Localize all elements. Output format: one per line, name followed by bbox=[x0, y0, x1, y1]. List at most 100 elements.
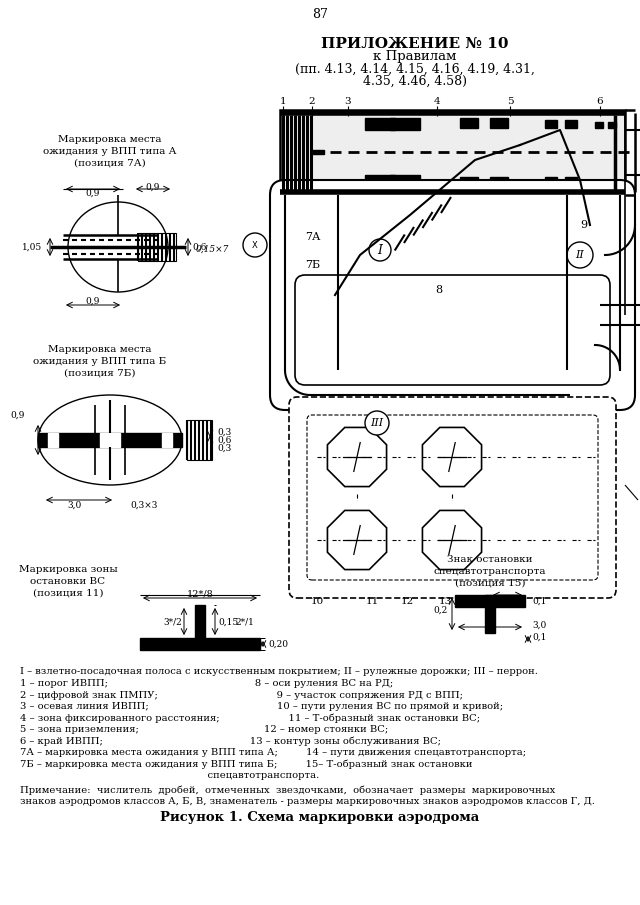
Text: 0,6: 0,6 bbox=[217, 435, 232, 444]
Bar bbox=[138, 233, 176, 261]
Text: X: X bbox=[252, 241, 258, 250]
FancyBboxPatch shape bbox=[295, 275, 610, 385]
Text: 12*/8: 12*/8 bbox=[187, 589, 213, 598]
Bar bbox=[162, 433, 172, 447]
Text: 10: 10 bbox=[310, 597, 324, 606]
Text: 0,20: 0,20 bbox=[268, 640, 288, 649]
Bar bbox=[38, 433, 182, 447]
Text: 0,3×3: 0,3×3 bbox=[130, 500, 157, 510]
Text: I: I bbox=[378, 243, 383, 256]
Bar bbox=[485, 595, 495, 633]
Text: Рисунок 1. Схема маркировки аэродрома: Рисунок 1. Схема маркировки аэродрома bbox=[161, 811, 479, 824]
Bar bbox=[390, 118, 420, 130]
FancyBboxPatch shape bbox=[307, 415, 598, 580]
Text: 9: 9 bbox=[580, 220, 587, 230]
Bar bbox=[565, 120, 577, 128]
Bar bbox=[455, 595, 525, 607]
Text: остановки ВС: остановки ВС bbox=[31, 577, 106, 586]
Text: (позиция 7А): (позиция 7А) bbox=[74, 158, 146, 167]
Text: 2*/1: 2*/1 bbox=[235, 617, 254, 626]
Bar bbox=[365, 175, 395, 187]
Polygon shape bbox=[422, 427, 481, 487]
Bar bbox=[312, 150, 324, 155]
Text: 4: 4 bbox=[434, 98, 440, 107]
Text: 1 – порог ИВПП;                                               8 – оси руления ВС: 1 – порог ИВПП; 8 – оси руления ВС bbox=[20, 679, 393, 688]
Text: 0,6: 0,6 bbox=[192, 243, 206, 252]
Text: 87: 87 bbox=[312, 8, 328, 22]
Bar bbox=[460, 118, 478, 128]
Text: 0,1: 0,1 bbox=[532, 633, 547, 642]
Bar bbox=[545, 177, 557, 185]
Text: Примечание:  числитель  дробей,  отмеченных  звездочками,  обозначает  размеры  : Примечание: числитель дробей, отмеченных… bbox=[20, 786, 556, 795]
Circle shape bbox=[365, 411, 389, 435]
Ellipse shape bbox=[38, 395, 182, 485]
Text: (позиция 11): (позиция 11) bbox=[33, 588, 103, 597]
Text: I – взлетно-посадочная полоса с искусственным покрытием; II – рулежные дорожки; : I – взлетно-посадочная полоса с искусств… bbox=[20, 668, 538, 677]
Text: 2 – цифровой знак ПМПУ;                                      9 – участок сопряже: 2 – цифровой знак ПМПУ; 9 – участок сопр… bbox=[20, 691, 463, 700]
Text: 12: 12 bbox=[401, 597, 413, 606]
Text: 7А – маркировка места ожидания у ВПП типа А;         14 – пути движения спецавто: 7А – маркировка места ожидания у ВПП тип… bbox=[20, 748, 526, 757]
Text: 5 – зона приземления;                                        12 – номер стоянки : 5 – зона приземления; 12 – номер стоянки bbox=[20, 725, 388, 734]
Bar bbox=[100, 433, 120, 447]
Circle shape bbox=[369, 239, 391, 261]
Text: III: III bbox=[371, 418, 383, 428]
Text: 0,9: 0,9 bbox=[11, 411, 25, 420]
Text: (позиция 15): (позиция 15) bbox=[455, 578, 525, 587]
Bar bbox=[280, 110, 625, 195]
FancyBboxPatch shape bbox=[270, 180, 635, 410]
Text: 6: 6 bbox=[596, 98, 604, 107]
Text: Маркировка места: Маркировка места bbox=[58, 136, 162, 145]
Bar bbox=[365, 118, 395, 130]
Text: 0,15×7: 0,15×7 bbox=[196, 244, 229, 253]
Bar bbox=[490, 177, 508, 187]
Text: 1,05: 1,05 bbox=[22, 243, 42, 252]
Bar bbox=[608, 122, 616, 128]
Text: Маркировка зоны: Маркировка зоны bbox=[19, 566, 117, 575]
Text: Знак остановки: Знак остановки bbox=[447, 556, 532, 565]
Text: (позиция 7Б): (позиция 7Б) bbox=[64, 368, 136, 377]
Text: 7Б – маркировка места ожидания у ВПП типа Б;         15– Т-образный знак останов: 7Б – маркировка места ожидания у ВПП тип… bbox=[20, 759, 472, 768]
Bar bbox=[390, 175, 420, 187]
Text: 8: 8 bbox=[435, 285, 442, 295]
Bar bbox=[140, 638, 260, 650]
Text: 3: 3 bbox=[345, 98, 351, 107]
Text: 0,9: 0,9 bbox=[146, 183, 160, 192]
Text: 0,9: 0,9 bbox=[86, 188, 100, 197]
Text: 2: 2 bbox=[308, 98, 316, 107]
Text: 13: 13 bbox=[438, 597, 452, 606]
Text: ожидания у ВПП типа Б: ожидания у ВПП типа Б bbox=[33, 357, 166, 367]
Text: спецавтотранспорта.: спецавтотранспорта. bbox=[20, 771, 319, 780]
Text: 0,3: 0,3 bbox=[217, 443, 231, 452]
Text: 7А: 7А bbox=[305, 232, 321, 242]
Text: 14: 14 bbox=[476, 597, 488, 606]
Polygon shape bbox=[328, 510, 387, 569]
Text: 0,1: 0,1 bbox=[532, 596, 547, 605]
Text: 4.35, 4.46, 4.58): 4.35, 4.46, 4.58) bbox=[363, 74, 467, 88]
Circle shape bbox=[243, 233, 267, 257]
Text: 3,0: 3,0 bbox=[67, 500, 81, 510]
Polygon shape bbox=[422, 510, 481, 569]
Text: 0,2: 0,2 bbox=[434, 605, 448, 614]
Text: 1: 1 bbox=[280, 98, 286, 107]
Bar bbox=[195, 605, 205, 638]
Ellipse shape bbox=[68, 202, 168, 292]
Text: 3*/2: 3*/2 bbox=[163, 617, 182, 626]
Bar bbox=[490, 118, 508, 128]
Text: знаков аэродромов классов А, Б, В, знаменатель - размеры маркировочных знаков аэ: знаков аэродромов классов А, Б, В, знаме… bbox=[20, 797, 595, 806]
Text: 7Б: 7Б bbox=[305, 260, 320, 270]
Bar bbox=[48, 433, 58, 447]
Text: ожидания у ВПП типа А: ожидания у ВПП типа А bbox=[44, 148, 177, 157]
Text: к Правилам: к Правилам bbox=[373, 51, 457, 63]
Text: 3,0: 3,0 bbox=[532, 621, 547, 630]
Text: 0,3: 0,3 bbox=[217, 427, 231, 436]
Text: 3 – осевая линия ИВПП;                                         10 – пути руления: 3 – осевая линия ИВПП; 10 – пути руления bbox=[20, 702, 503, 711]
Text: Маркировка места: Маркировка места bbox=[48, 346, 152, 355]
Text: 6 – край ИВПП;                                               13 – контур зоны об: 6 – край ИВПП; 13 – контур зоны об bbox=[20, 737, 441, 746]
Bar bbox=[187, 420, 212, 460]
FancyBboxPatch shape bbox=[289, 397, 616, 598]
Text: (пп. 4.13, 4.14, 4.15, 4.16, 4.19, 4.31,: (пп. 4.13, 4.14, 4.15, 4.16, 4.19, 4.31, bbox=[295, 62, 535, 75]
Text: спецавтотранспорта: спецавтотранспорта bbox=[434, 567, 547, 576]
Circle shape bbox=[567, 242, 593, 268]
Bar bbox=[460, 177, 478, 187]
Text: ПРИЛОЖЕНИЕ № 10: ПРИЛОЖЕНИЕ № 10 bbox=[321, 37, 509, 51]
